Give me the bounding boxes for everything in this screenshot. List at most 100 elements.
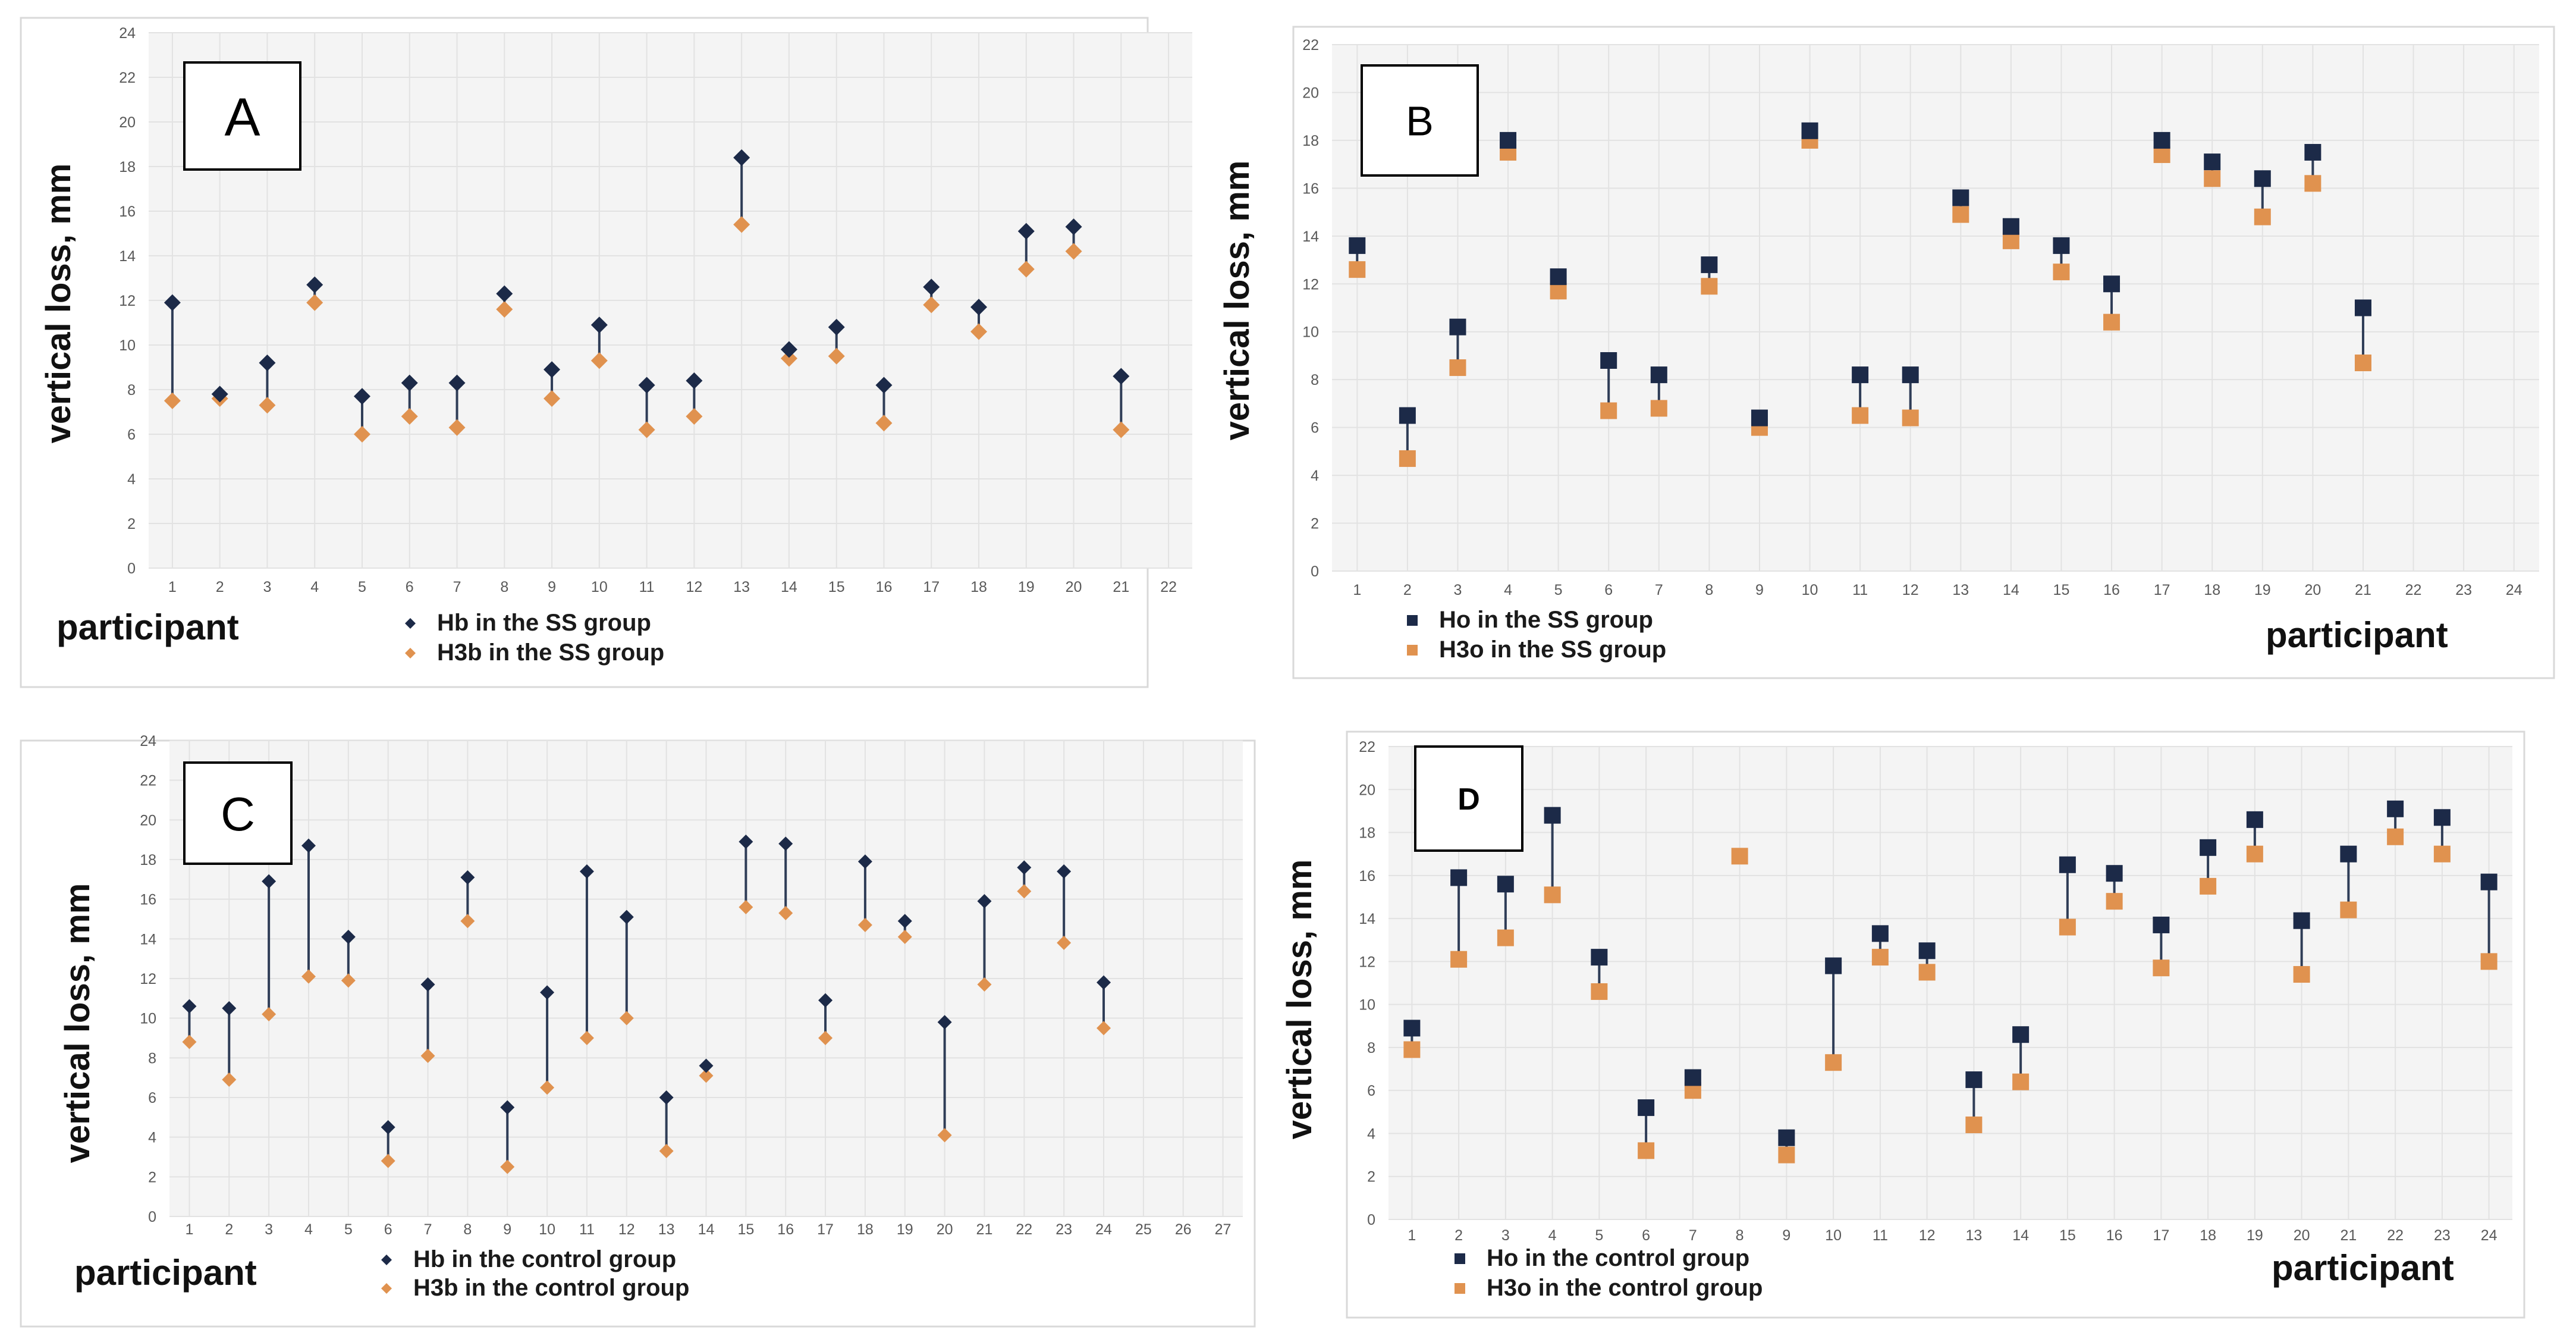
x-tick-label: 7 [1655,582,1663,598]
x-tick-label: 8 [463,1221,472,1238]
x-tick-label: 21 [976,1221,993,1238]
square-point-h3 [1591,983,1608,1000]
diamond-point-h3 [619,1011,634,1026]
x-tick-label: 8 [1736,1227,1744,1244]
legend-label: H3b in the SS group [437,639,664,666]
y-axis: 0 2 4 6 8 10 12 14 16 18 20 22 [1359,739,2512,1228]
square-point-h3 [2204,170,2221,187]
square-point-h [2059,856,2076,873]
diamond-point-h3 [970,323,988,340]
y-tick-label: 8 [1367,1040,1375,1056]
x-tick-label: 9 [1755,582,1764,598]
y-tick-label: 14 [119,248,136,265]
square-point-h [2153,131,2170,149]
panel-badge [1414,745,1523,852]
square-point-h3 [1871,949,1889,966]
x-tick-label: 12 [686,579,702,595]
square-point-h3 [1731,848,1748,865]
diamond-point-h [780,341,797,358]
legend-label: Ho in the SS group [1439,607,1653,633]
data-points [1349,122,2371,467]
data-points [1403,800,2498,1164]
y-tick-label: 4 [127,471,136,488]
y-axis-title: vertical loss, mm [58,883,97,1164]
diamond-point-h [222,1001,237,1015]
diamond-point-h3 [182,1034,197,1049]
x-axis-title: participant [2272,1248,2454,1288]
y-tick-label: 10 [140,1011,156,1027]
diamond-point-h3 [381,1153,395,1168]
square-point-h3 [1449,359,1466,377]
square-point-h3 [2304,175,2321,192]
x-tick-label: 5 [344,1221,353,1238]
square-point-h3 [1965,1117,1983,1133]
square-point-h [2053,237,2070,254]
square-point-h [1600,352,1617,369]
legend-marker-h3 [1455,1283,1465,1294]
square-point-h [1801,122,1818,139]
diamond-point-h3 [1017,261,1035,278]
x-tick-label: 7 [424,1221,432,1238]
x-tick-label: 13 [1965,1227,1982,1244]
diamond-point-h3 [733,216,750,233]
diamond-point-h3 [923,296,940,313]
square-point-h3 [2053,264,2070,281]
x-tick-label: 10 [1825,1227,1842,1244]
diamond-point-h3 [778,906,793,920]
diamond-point-h [977,894,992,908]
diamond-point-h3 [500,1159,515,1174]
diamond-point-h [301,838,316,853]
diamond-point-h [341,930,356,944]
x-tick-label: 1 [1408,1227,1416,1244]
x-tick-label: 3 [1501,1227,1510,1244]
diamond-point-h [540,985,555,1000]
x-tick-label: 15 [737,1221,754,1238]
y-axis-title: vertical loss, mm [1218,161,1256,441]
diamond-point-h3 [686,408,703,425]
x-tick-label: 10 [591,579,608,595]
y-tick-label: 18 [1359,825,1375,842]
y-tick-label: 10 [119,337,136,354]
diamond-point-h3 [306,294,323,311]
x-tick-label: 8 [1705,582,1713,598]
diamond-point-h3 [341,973,356,988]
y-axis-title: vertical loss, mm [1280,860,1319,1140]
square-point-h3 [2433,845,2451,863]
x-tick-label: 9 [503,1221,511,1238]
legend-marker-h3 [405,648,416,658]
x-tick-label: 19 [897,1221,913,1238]
legend-label: H3b in the control group [413,1275,689,1301]
diamond-point-h3 [301,969,316,984]
diamond-point-h3 [420,1049,435,1063]
square-point-h3 [2340,901,2357,918]
square-point-h3 [1349,261,1366,278]
diamond-point-h [638,377,655,394]
y-axis-title: vertical loss, mm [39,164,78,444]
diamond-point-h3 [164,392,181,409]
diamond-point-h [262,874,277,889]
diamond-point-h3 [1057,936,1072,950]
diamond-point-h [1113,368,1130,385]
diamond-point-h3 [638,421,655,438]
x-tick-label: 6 [384,1221,392,1238]
square-point-h3 [1778,1146,1795,1164]
square-point-h [1349,237,1366,254]
y-tick-label: 20 [1302,84,1319,101]
x-tick-label: 11 [1873,1227,1888,1244]
y-tick-label: 16 [1302,180,1319,197]
x-axis: 1 2 3 4 5 6 7 8 9 10 11 12 13 14 15 16 17 18 19 20 21 22 [168,33,1177,595]
square-point-h [2480,873,2498,890]
y-tick-label: 6 [1367,1083,1375,1099]
square-point-h3 [2254,208,2271,225]
legend: Hb in the SS group H3b in the SS group [405,610,664,666]
x-tick-label: 13 [733,579,750,595]
square-point-h3 [2246,845,2263,863]
square-point-h [1902,366,1919,384]
diamond-point-h [818,993,833,1008]
square-point-h3 [1825,1054,1842,1071]
square-point-h [2354,299,2371,316]
legend-label: Hb in the SS group [437,610,651,636]
square-point-h [1778,1129,1795,1146]
